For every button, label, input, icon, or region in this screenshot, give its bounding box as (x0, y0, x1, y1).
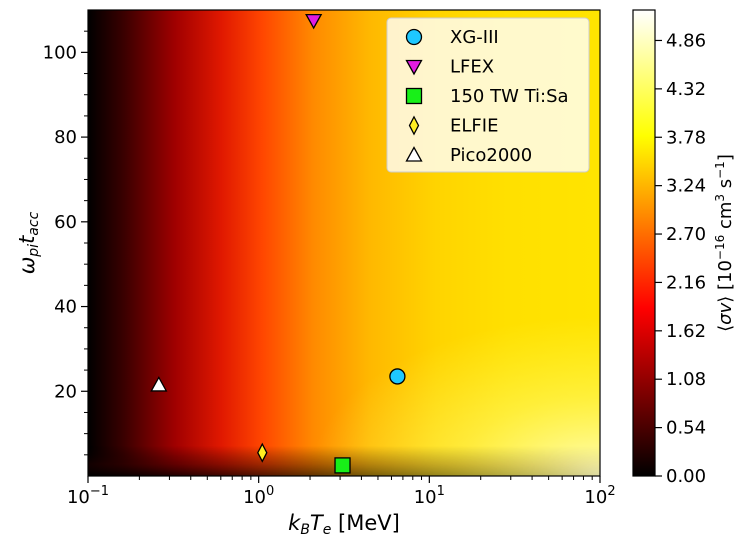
data-markers (150, 13, 406, 474)
colorbar-tick-label: 1.08 (666, 369, 706, 390)
legend-label-elfie: ELFIE (450, 116, 498, 137)
legend-marker-150-tw-ti-sa (405, 87, 423, 105)
marker-pico2000 (150, 376, 168, 392)
marker-elfie (257, 442, 268, 463)
legend-marker-lfex (405, 59, 423, 76)
marker-lfex (305, 13, 323, 30)
legend-box (386, 17, 590, 173)
x-tick-label: 102 (584, 484, 615, 508)
legend-marker-elfie (408, 115, 420, 136)
y-tick-label: 100 (43, 42, 77, 63)
x-tick-label: 100 (243, 484, 274, 508)
x-axis: 10−1 100 101 102 (67, 476, 616, 508)
colorbar-gradient (633, 10, 655, 476)
x-tick-label: 10−1 (67, 484, 109, 508)
y-axis-label: ωpitacc (15, 211, 42, 274)
colorbar-frame (632, 9, 656, 477)
x-axis-label: kBTe [MeV] (288, 511, 400, 538)
y-tick-label: 40 (54, 297, 77, 318)
colorbar-tick-label: 4.86 (666, 30, 706, 51)
x-tick-label: 101 (414, 484, 445, 508)
colorbar-tick-label: 0.54 (666, 418, 706, 439)
colorbar-tick-label: 3.24 (666, 176, 706, 197)
colorbar: 0.00 0.54 1.08 1.62 2.16 2.70 3.24 3.78 4.32 4.86… (632, 9, 736, 487)
legend-marker-xg-iii (405, 28, 423, 46)
y-tick-label: 20 (54, 381, 77, 402)
colorbar-tick-label: 0.00 (666, 466, 706, 487)
colorbar-label: ⟨σv⟩ [10−16 cm3 s−1] (713, 154, 736, 332)
legend-label-pico2000: Pico2000 (450, 145, 532, 166)
colorbar-tick-label: 1.62 (666, 321, 706, 342)
y-tick-label: 80 (54, 127, 77, 148)
legend: XG-III LFEX 150 TW Ti:Sa ELFIE Pico2000 (386, 17, 590, 173)
legend-marker-pico2000 (405, 146, 423, 162)
marker-150-tw-ti-sa (334, 457, 351, 474)
colorbar-tick-label: 4.32 (666, 79, 706, 100)
legend-label-150-tw-ti-sa: 150 TW Ti:Sa (450, 86, 569, 107)
y-axis: 20 40 60 80 100 (43, 30, 88, 456)
colorbar-tick-label: 3.78 (666, 127, 706, 148)
y-tick-label: 60 (54, 212, 77, 233)
colorbar-tick-label: 2.70 (666, 224, 706, 245)
marker-xg-iii (389, 368, 406, 385)
colorbar-tick-label: 2.16 (666, 272, 706, 293)
legend-label-xg-iii: XG-III (450, 27, 499, 48)
legend-label-lfex: LFEX (450, 57, 494, 78)
